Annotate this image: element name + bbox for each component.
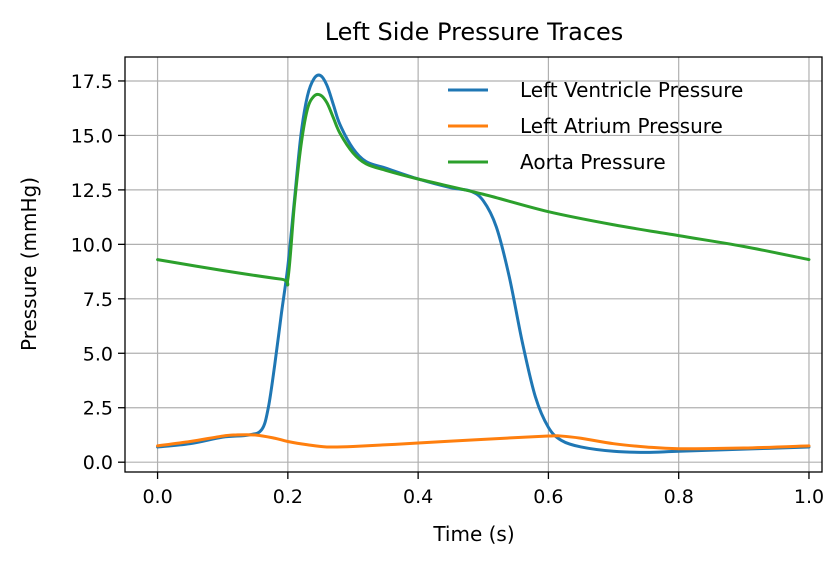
legend-label: Left Ventricle Pressure — [520, 78, 743, 102]
y-axis-ticks: 0.0 2.5 5.0 7.5 10.0 12.5 15.0 17.5 — [71, 71, 125, 474]
x-tick-label: 0.0 — [142, 486, 172, 508]
chart-title: Left Side Pressure Traces — [325, 18, 624, 46]
y-tick-label: 2.5 — [83, 398, 113, 420]
legend: Left Ventricle Pressure Left Atrium Press… — [448, 78, 743, 174]
y-tick-label: 0.0 — [83, 452, 113, 474]
y-tick-label: 5.0 — [83, 343, 113, 365]
series-line-left-ventricle-pressure — [156, 73, 811, 454]
y-tick-label: 10.0 — [71, 234, 113, 256]
y-tick-label: 17.5 — [71, 71, 113, 93]
x-axis-ticks: 0.0 0.2 0.4 0.6 0.8 1.0 — [142, 472, 824, 508]
series-layer — [156, 73, 811, 454]
plot-frame — [124, 56, 823, 473]
grid — [125, 57, 822, 472]
x-tick-label: 0.2 — [273, 486, 303, 508]
y-tick-label: 12.5 — [71, 180, 113, 202]
legend-label: Aorta Pressure — [520, 150, 666, 174]
x-tick-label: 0.4 — [403, 486, 433, 508]
y-axis-label: Pressure (mmHg) — [17, 177, 41, 351]
y-tick-label: 7.5 — [83, 289, 113, 311]
x-tick-label: 0.6 — [533, 486, 563, 508]
x-tick-label: 1.0 — [794, 486, 824, 508]
x-axis-label: Time (s) — [432, 522, 514, 546]
legend-label: Left Atrium Pressure — [520, 114, 723, 138]
x-tick-label: 0.8 — [664, 486, 694, 508]
y-tick-label: 15.0 — [71, 125, 113, 147]
series-line-aorta-pressure — [156, 92, 811, 287]
series-line-left-atrium-pressure — [156, 433, 811, 451]
